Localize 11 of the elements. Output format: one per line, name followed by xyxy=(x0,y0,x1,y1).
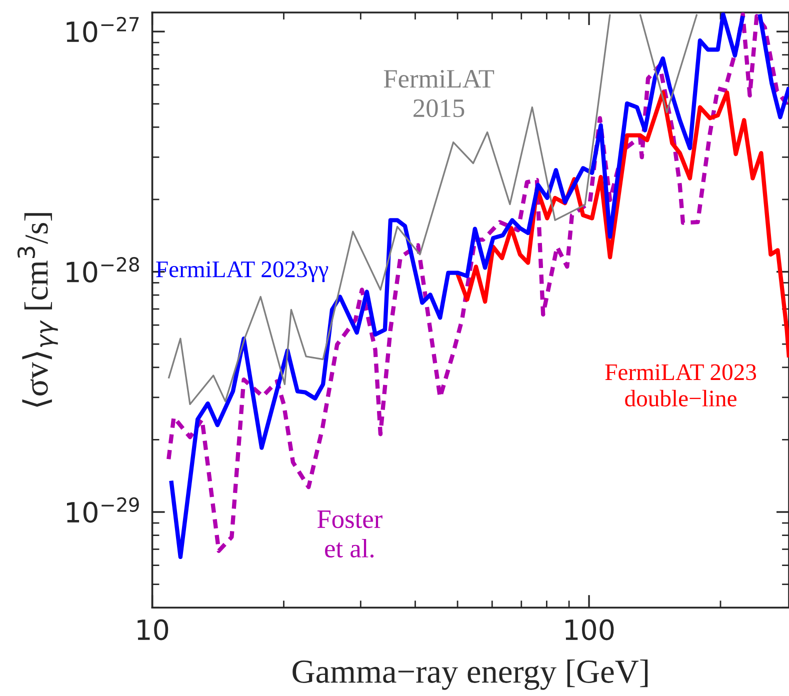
y-axis-title: ⟨σv⟩$_{γγ}$ [cm$^{3}$/s] xyxy=(17,213,58,407)
series-label: Foster et al. xyxy=(317,510,382,558)
x-tick-label: 10 xyxy=(138,619,168,640)
y-tick-label: 10$^{−27}$ xyxy=(66,16,139,42)
series-label: FermiLAT 2023γγ xyxy=(156,261,328,282)
x-axis-title: Gamma−ray energy [GeV] xyxy=(292,659,648,690)
series-label: FermiLAT 2023 double−line xyxy=(605,364,756,406)
y-tick-label: 10$^{−29}$ xyxy=(66,497,139,523)
y-tick-label: 10$^{−28}$ xyxy=(66,257,139,283)
series-label: FermiLAT 2015 xyxy=(384,70,494,118)
x-tick-label: 100 xyxy=(566,619,614,640)
